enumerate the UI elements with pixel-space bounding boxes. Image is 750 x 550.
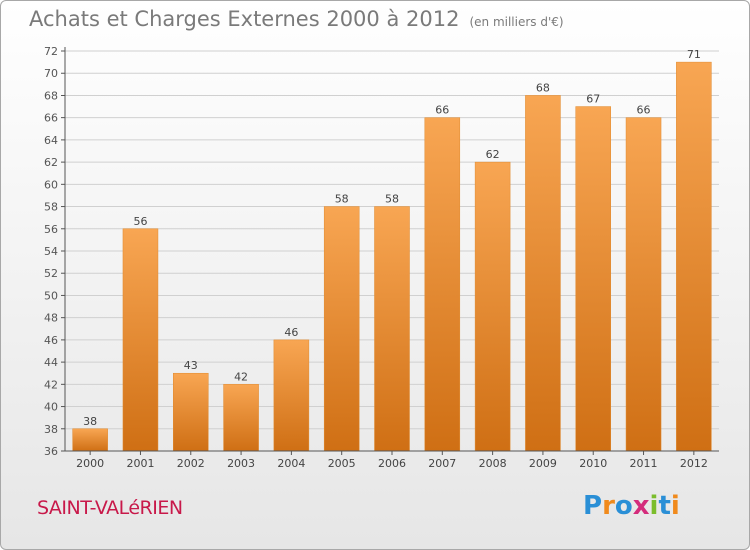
bar-2009 bbox=[525, 95, 561, 452]
y-tick-label: 54 bbox=[44, 245, 58, 258]
x-tick-label: 2007 bbox=[428, 457, 456, 470]
x-tick-label: 2004 bbox=[277, 457, 305, 470]
y-tick-label: 68 bbox=[44, 89, 58, 102]
bar-2005 bbox=[323, 206, 360, 452]
x-tick-label: 2011 bbox=[630, 457, 658, 470]
bar-2011 bbox=[625, 117, 662, 452]
y-tick-label: 70 bbox=[44, 67, 58, 80]
y-tick-label: 46 bbox=[44, 334, 58, 347]
bar-2001 bbox=[122, 228, 159, 452]
x-tick-label: 2001 bbox=[126, 457, 154, 470]
y-tick-label: 64 bbox=[44, 134, 58, 147]
data-label: 46 bbox=[284, 326, 298, 339]
data-label: 67 bbox=[586, 93, 600, 106]
y-tick-label: 72 bbox=[44, 45, 58, 58]
bar-2008 bbox=[474, 161, 511, 452]
logo-letter: i bbox=[670, 491, 680, 521]
bar-2012 bbox=[676, 61, 712, 452]
data-label: 56 bbox=[133, 215, 147, 228]
x-tick-label: 2003 bbox=[227, 457, 255, 470]
logo-letter: P bbox=[583, 491, 603, 521]
commune-name: SAINT-VALéRIEN bbox=[37, 497, 183, 519]
y-tick-label: 50 bbox=[44, 289, 58, 302]
bar-2007 bbox=[424, 117, 461, 452]
y-tick-label: 60 bbox=[44, 178, 58, 191]
data-label: 43 bbox=[184, 359, 198, 372]
bar-2010 bbox=[575, 106, 611, 452]
data-label: 71 bbox=[687, 48, 701, 61]
data-label: 58 bbox=[385, 193, 399, 206]
chart-title: Achats et Charges Externes 2000 à 2012 (e… bbox=[29, 7, 564, 31]
unit-label: (en milliers d'€) bbox=[469, 15, 564, 29]
y-tick-label: 58 bbox=[44, 201, 58, 214]
data-label: 58 bbox=[335, 193, 349, 206]
y-tick-label: 40 bbox=[44, 401, 58, 414]
data-label: 38 bbox=[83, 415, 97, 428]
y-tick-label: 42 bbox=[44, 378, 58, 391]
y-tick-label: 36 bbox=[44, 445, 58, 458]
x-tick-label: 2005 bbox=[328, 457, 356, 470]
x-tick-label: 2008 bbox=[479, 457, 507, 470]
y-tick-label: 56 bbox=[44, 223, 58, 236]
y-tick-label: 48 bbox=[44, 312, 58, 325]
logo-letter: x bbox=[632, 491, 650, 521]
bar-2006 bbox=[374, 206, 410, 452]
bar-2002 bbox=[173, 372, 209, 452]
logo-letter: o bbox=[614, 491, 633, 521]
title-text: Achats et Charges Externes 2000 à 2012 bbox=[29, 7, 460, 31]
bar-2000 bbox=[72, 428, 108, 452]
bar-2003 bbox=[223, 384, 259, 452]
x-tick-label: 2006 bbox=[378, 457, 406, 470]
data-label: 66 bbox=[637, 104, 651, 117]
x-tick-label: 2002 bbox=[177, 457, 205, 470]
data-label: 68 bbox=[536, 81, 550, 94]
y-tick-label: 52 bbox=[44, 267, 58, 280]
data-label: 42 bbox=[234, 370, 248, 383]
x-tick-label: 2000 bbox=[76, 457, 104, 470]
data-label: 66 bbox=[435, 104, 449, 117]
y-tick-label: 66 bbox=[44, 112, 58, 125]
y-tick-label: 62 bbox=[44, 156, 58, 169]
proxiti-logo: Proxiti bbox=[583, 491, 680, 521]
logo-letter: t bbox=[658, 491, 671, 521]
logo-letter: r bbox=[602, 491, 615, 521]
x-tick-label: 2010 bbox=[579, 457, 607, 470]
y-tick-label: 38 bbox=[44, 423, 58, 436]
bar-2004 bbox=[273, 339, 310, 452]
x-tick-label: 2012 bbox=[680, 457, 708, 470]
logo-letter: i bbox=[649, 491, 659, 521]
y-tick-label: 44 bbox=[44, 356, 58, 369]
x-tick-label: 2009 bbox=[529, 457, 557, 470]
data-label: 62 bbox=[486, 148, 500, 161]
